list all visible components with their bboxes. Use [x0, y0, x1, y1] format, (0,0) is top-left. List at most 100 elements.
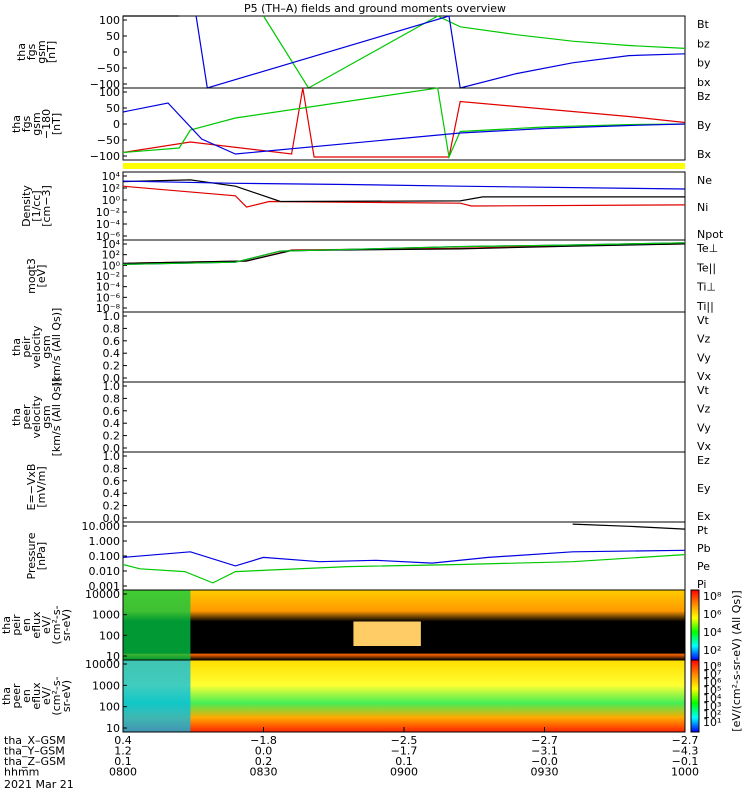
colorbar-tick: 10⁴: [703, 626, 722, 639]
legend-label: Te⊥: [696, 242, 718, 255]
legend-label: Vy: [697, 421, 711, 434]
series-line-Ti||: [122, 242, 686, 265]
ylabel-line: sr-eV): [60, 680, 73, 712]
ytick-label: 0.8: [103, 462, 121, 475]
ephemeris-value: −1.8: [250, 734, 277, 747]
heatmap-early-region: [123, 590, 191, 660]
colorbar-label: [eV/(cm²-s-sr-eV) (All Qs)]: [730, 590, 743, 731]
ylabel-line: gsm: [40, 335, 53, 358]
colorbar-tick: 10⁸: [703, 660, 722, 673]
ephemeris-value: −0.1: [672, 755, 699, 768]
ytick-label: 0.100: [89, 550, 121, 563]
ytick-label: −50: [97, 62, 120, 75]
colorbar-tick: 10⁸: [703, 590, 722, 603]
series-line-bx: [195, 15, 686, 89]
ytick-label: 10⁻²: [96, 270, 120, 283]
legend-label: Pb: [697, 542, 711, 555]
legend-label: Ti||: [696, 300, 714, 313]
ylabel-line: tha: [10, 338, 23, 356]
ylabel-line: fgs: [25, 43, 38, 60]
series-line-Ni: [122, 179, 685, 203]
legend-label: Ni: [697, 201, 708, 214]
panel-pressure: 10.000 1.000 0.100 0.010 0.001 Pressure[nPa] P…: [25, 520, 711, 593]
ylabel-line: [km/s (All Qs)]: [50, 378, 63, 457]
ytick-label: 50: [106, 30, 120, 43]
ylabel-line: [mV/m]: [35, 466, 48, 507]
colorbar-tick: 10²: [703, 708, 721, 721]
ylabel-line: tha: [10, 408, 23, 426]
ylabel-line: [1/cc]: [30, 190, 43, 221]
legend-label: Pt: [697, 524, 709, 537]
ephemeris-value: 0.0: [255, 745, 273, 758]
ytick-label: 0.2: [103, 360, 121, 373]
ytick-label: 10⁻⁴: [96, 281, 121, 294]
ytick-label: 0.0: [103, 442, 121, 455]
ephemeris-row-label: tha_Y–GSM: [4, 745, 65, 758]
ytick-label: 0.8: [103, 392, 121, 405]
ytick-label: 10⁻⁸: [96, 302, 121, 315]
ytick-label: −100: [90, 150, 120, 163]
ephemeris-value: 0.2: [255, 755, 273, 768]
legend-label: Vy: [697, 351, 711, 364]
series-line-Bz: [122, 87, 686, 158]
colorbar-segment: [690, 589, 700, 661]
colorbar-tick: 10⁷: [703, 668, 721, 681]
ytick-label: 0.010: [89, 565, 121, 578]
legend-label: By: [697, 119, 712, 132]
ephemeris-value: −2.7: [672, 734, 699, 747]
ylabel-line: Pressure: [25, 532, 38, 579]
colorbar-tick: 10²: [703, 644, 721, 657]
ytick-label: 1.0: [103, 310, 121, 323]
ytick-label: 100: [99, 86, 120, 99]
ytick-label: 0.6: [103, 475, 121, 488]
ylabel-line: [nT]: [45, 41, 58, 63]
ylabel-line: tha: [0, 687, 13, 705]
ephemeris-value: −2.5: [391, 734, 418, 747]
ylabel-line: gsm: [40, 405, 53, 428]
ytick-label: 100: [99, 701, 120, 714]
heatmap-early-region: [123, 660, 191, 732]
ytick-label: 0.0: [103, 512, 121, 525]
ytick-label: 10⁰: [102, 194, 121, 207]
ytick-label: −50: [97, 134, 120, 147]
colorbar-tick: 10¹: [703, 716, 721, 729]
ylabel-line: peir: [10, 614, 23, 636]
heatmap-hot-patch: [353, 621, 421, 646]
legend-label: Pe: [697, 560, 710, 573]
ephemeris-value: −2.7: [531, 734, 558, 747]
panel-frame: [122, 451, 686, 523]
legend-label: by: [697, 57, 711, 70]
ytick-label: 0.2: [103, 430, 121, 443]
legend-label: Vt: [697, 384, 710, 397]
ylabel-line: eflux: [30, 682, 43, 710]
legend-label: bx: [697, 76, 711, 89]
legend-label: Pi: [697, 578, 706, 591]
ephemeris-value: −4.3: [672, 745, 699, 758]
legend-label: Vt: [697, 314, 710, 327]
series-line-Te||: [122, 243, 686, 264]
ytick-label: 10⁻⁶: [96, 230, 121, 243]
ylabel-line: tha: [10, 115, 23, 133]
status-bar: [123, 163, 685, 169]
panel-peer_velocity: 1.00.80.60.40.20.0 thapeervelocitygsm[km/…: [10, 378, 712, 457]
panel-frame: [122, 239, 686, 313]
ytick-label: 1.000: [89, 535, 121, 548]
ytick-label: 0.6: [103, 335, 121, 348]
ytick-label: 0.8: [103, 322, 121, 335]
legend-label: Bx: [697, 148, 712, 161]
colorbar-tick: 10⁵: [703, 684, 721, 697]
ylabel-line: Density: [20, 185, 33, 227]
ylabel-line: fgs: [20, 115, 33, 132]
ytick-label: 1.0: [103, 450, 121, 463]
legend-label: bz: [697, 37, 710, 50]
series-line-Pi: [122, 549, 686, 567]
ylabel-line: eflux: [30, 611, 43, 639]
panel-frame: [122, 15, 686, 89]
ephemeris-row-label: hhmm: [4, 766, 39, 779]
legend-label: Vz: [697, 333, 711, 346]
ylabel-line: [nPa]: [35, 542, 48, 570]
